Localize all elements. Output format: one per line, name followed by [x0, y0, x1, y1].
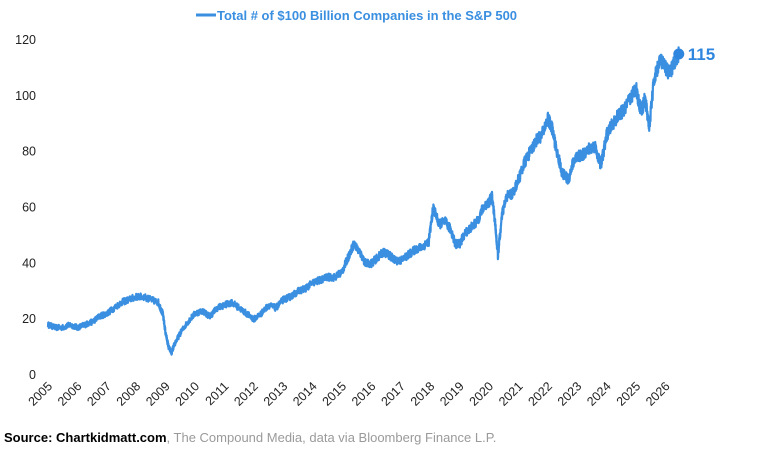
x-tick-label: 2008 — [114, 379, 144, 409]
y-tick-label: 120 — [15, 33, 36, 47]
x-axis: 2005 2006 2007 2008 2009 2010 2011 2012 2013 2014… — [26, 379, 673, 409]
y-tick-label: 40 — [22, 256, 36, 270]
y-axis: 0 20 40 60 80 100 120 — [15, 33, 36, 382]
x-tick-label: 2026 — [643, 379, 673, 409]
source-note: Source: Chartkidmatt.com, The Compound M… — [4, 430, 496, 445]
x-tick-label: 2021 — [496, 379, 526, 409]
y-tick-label: 60 — [22, 201, 36, 215]
x-tick-label: 2023 — [555, 379, 585, 409]
x-tick-label: 2020 — [467, 379, 497, 409]
end-point-marker — [673, 48, 685, 60]
x-tick-label: 2018 — [408, 379, 438, 409]
x-tick-label: 2015 — [320, 379, 350, 409]
x-tick-label: 2010 — [173, 379, 203, 409]
series-line — [46, 46, 680, 356]
plot-area: 115 — [46, 45, 715, 356]
source-details: , The Compound Media, data via Bloomberg… — [166, 430, 497, 445]
y-tick-label: 100 — [15, 89, 36, 103]
x-tick-label: 2009 — [143, 379, 173, 409]
x-tick-label: 2022 — [525, 379, 555, 409]
x-tick-label: 2006 — [55, 379, 85, 409]
end-value-label: 115 — [688, 45, 715, 64]
x-tick-label: 2014 — [290, 379, 320, 409]
x-tick-label: 2025 — [614, 379, 644, 409]
x-tick-label: 2007 — [84, 379, 114, 409]
x-tick-label: 2024 — [584, 379, 614, 409]
y-tick-label: 20 — [22, 312, 36, 326]
y-tick-label: 80 — [22, 145, 36, 159]
legend: Total # of $100 Billion Companies in the… — [196, 8, 517, 23]
legend-label: Total # of $100 Billion Companies in the… — [217, 8, 517, 23]
x-tick-label: 2005 — [26, 379, 56, 409]
x-tick-label: 2011 — [203, 379, 232, 408]
x-tick-label: 2012 — [231, 379, 261, 409]
x-tick-label: 2013 — [261, 379, 291, 409]
x-tick-label: 2017 — [378, 379, 408, 409]
y-tick-label: 0 — [29, 368, 36, 382]
x-tick-label: 2019 — [437, 379, 467, 409]
source-label: Source: Chartkidmatt.com — [4, 430, 167, 445]
x-tick-label: 2016 — [349, 379, 379, 409]
